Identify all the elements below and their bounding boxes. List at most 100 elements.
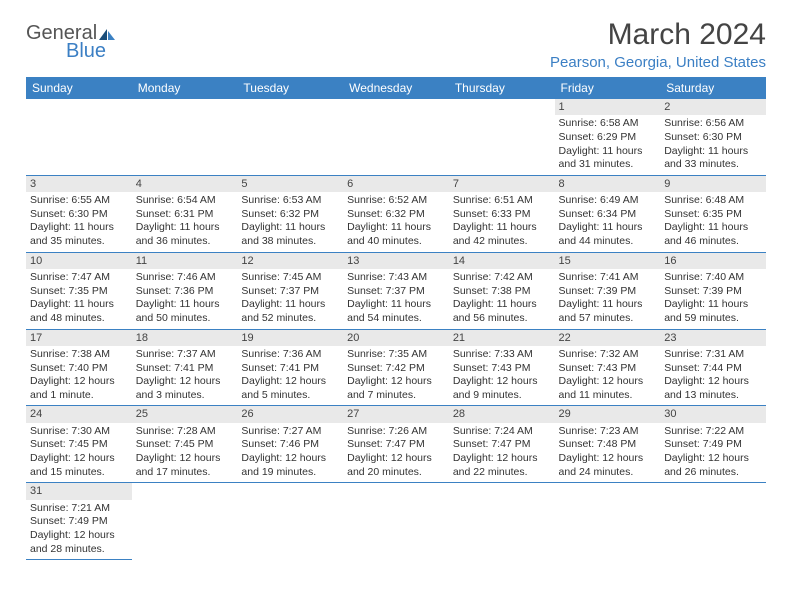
daylight-text: Daylight: 12 hours and 1 minute. <box>30 375 128 402</box>
daylight-text: Daylight: 12 hours and 22 minutes. <box>453 452 551 479</box>
weekday-header: Wednesday <box>343 77 449 99</box>
calendar-cell: 18Sunrise: 7:37 AMSunset: 7:41 PMDayligh… <box>132 329 238 406</box>
calendar-cell <box>237 483 343 560</box>
day-number: 24 <box>26 406 132 422</box>
calendar-cell <box>26 99 132 175</box>
day-number: 19 <box>237 330 343 346</box>
day-number: 14 <box>449 253 555 269</box>
day-body: Sunrise: 7:43 AMSunset: 7:37 PMDaylight:… <box>343 269 449 329</box>
calendar-cell <box>660 483 766 560</box>
sunset-text: Sunset: 7:47 PM <box>453 438 551 452</box>
calendar-cell: 6Sunrise: 6:52 AMSunset: 6:32 PMDaylight… <box>343 175 449 252</box>
calendar-cell: 24Sunrise: 7:30 AMSunset: 7:45 PMDayligh… <box>26 406 132 483</box>
day-body: Sunrise: 7:37 AMSunset: 7:41 PMDaylight:… <box>132 346 238 406</box>
daylight-text: Daylight: 11 hours and 33 minutes. <box>664 145 762 172</box>
day-number: 2 <box>660 99 766 115</box>
sunset-text: Sunset: 6:34 PM <box>559 208 657 222</box>
calendar-row: 3Sunrise: 6:55 AMSunset: 6:30 PMDaylight… <box>26 175 766 252</box>
day-body: Sunrise: 7:36 AMSunset: 7:41 PMDaylight:… <box>237 346 343 406</box>
calendar-row: 17Sunrise: 7:38 AMSunset: 7:40 PMDayligh… <box>26 329 766 406</box>
day-body: Sunrise: 7:28 AMSunset: 7:45 PMDaylight:… <box>132 423 238 483</box>
calendar-cell <box>449 99 555 175</box>
calendar-cell: 4Sunrise: 6:54 AMSunset: 6:31 PMDaylight… <box>132 175 238 252</box>
sunrise-text: Sunrise: 7:27 AM <box>241 425 339 439</box>
sunset-text: Sunset: 7:47 PM <box>347 438 445 452</box>
day-body: Sunrise: 7:38 AMSunset: 7:40 PMDaylight:… <box>26 346 132 406</box>
day-body: Sunrise: 7:42 AMSunset: 7:38 PMDaylight:… <box>449 269 555 329</box>
day-body: Sunrise: 6:52 AMSunset: 6:32 PMDaylight:… <box>343 192 449 252</box>
daylight-text: Daylight: 11 hours and 46 minutes. <box>664 221 762 248</box>
day-number: 20 <box>343 330 449 346</box>
sunrise-text: Sunrise: 7:26 AM <box>347 425 445 439</box>
sunrise-text: Sunrise: 7:22 AM <box>664 425 762 439</box>
daylight-text: Daylight: 12 hours and 15 minutes. <box>30 452 128 479</box>
day-body: Sunrise: 6:58 AMSunset: 6:29 PMDaylight:… <box>555 115 661 175</box>
daylight-text: Daylight: 12 hours and 13 minutes. <box>664 375 762 402</box>
calendar-cell: 25Sunrise: 7:28 AMSunset: 7:45 PMDayligh… <box>132 406 238 483</box>
day-body: Sunrise: 7:26 AMSunset: 7:47 PMDaylight:… <box>343 423 449 483</box>
sunrise-text: Sunrise: 7:36 AM <box>241 348 339 362</box>
weekday-header: Friday <box>555 77 661 99</box>
weekday-header: Sunday <box>26 77 132 99</box>
sunrise-text: Sunrise: 7:47 AM <box>30 271 128 285</box>
day-body: Sunrise: 7:22 AMSunset: 7:49 PMDaylight:… <box>660 423 766 483</box>
day-number: 23 <box>660 330 766 346</box>
sunset-text: Sunset: 6:35 PM <box>664 208 762 222</box>
day-number: 4 <box>132 176 238 192</box>
sunset-text: Sunset: 7:44 PM <box>664 362 762 376</box>
day-body: Sunrise: 7:41 AMSunset: 7:39 PMDaylight:… <box>555 269 661 329</box>
sunset-text: Sunset: 7:43 PM <box>453 362 551 376</box>
day-body: Sunrise: 6:53 AMSunset: 6:32 PMDaylight:… <box>237 192 343 252</box>
calendar-cell <box>237 99 343 175</box>
day-body: Sunrise: 7:27 AMSunset: 7:46 PMDaylight:… <box>237 423 343 483</box>
sunrise-text: Sunrise: 7:28 AM <box>136 425 234 439</box>
calendar-cell: 27Sunrise: 7:26 AMSunset: 7:47 PMDayligh… <box>343 406 449 483</box>
day-number: 29 <box>555 406 661 422</box>
sunset-text: Sunset: 7:38 PM <box>453 285 551 299</box>
daylight-text: Daylight: 11 hours and 52 minutes. <box>241 298 339 325</box>
calendar-cell: 14Sunrise: 7:42 AMSunset: 7:38 PMDayligh… <box>449 252 555 329</box>
sunrise-text: Sunrise: 7:32 AM <box>559 348 657 362</box>
calendar-cell: 16Sunrise: 7:40 AMSunset: 7:39 PMDayligh… <box>660 252 766 329</box>
daylight-text: Daylight: 12 hours and 24 minutes. <box>559 452 657 479</box>
calendar-cell <box>449 483 555 560</box>
daylight-text: Daylight: 11 hours and 44 minutes. <box>559 221 657 248</box>
calendar-cell <box>132 483 238 560</box>
sunrise-text: Sunrise: 7:42 AM <box>453 271 551 285</box>
calendar-body: 1Sunrise: 6:58 AMSunset: 6:29 PMDaylight… <box>26 99 766 560</box>
day-body: Sunrise: 6:55 AMSunset: 6:30 PMDaylight:… <box>26 192 132 252</box>
calendar-cell: 29Sunrise: 7:23 AMSunset: 7:48 PMDayligh… <box>555 406 661 483</box>
day-body: Sunrise: 7:45 AMSunset: 7:37 PMDaylight:… <box>237 269 343 329</box>
title-block: March 2024 Pearson, Georgia, United Stat… <box>550 18 766 71</box>
day-number: 18 <box>132 330 238 346</box>
day-body: Sunrise: 7:40 AMSunset: 7:39 PMDaylight:… <box>660 269 766 329</box>
day-number: 31 <box>26 483 132 499</box>
day-number: 21 <box>449 330 555 346</box>
day-number: 9 <box>660 176 766 192</box>
day-body: Sunrise: 6:54 AMSunset: 6:31 PMDaylight:… <box>132 192 238 252</box>
day-number: 25 <box>132 406 238 422</box>
day-body: Sunrise: 6:48 AMSunset: 6:35 PMDaylight:… <box>660 192 766 252</box>
daylight-text: Daylight: 11 hours and 42 minutes. <box>453 221 551 248</box>
sunrise-text: Sunrise: 7:45 AM <box>241 271 339 285</box>
sunset-text: Sunset: 6:33 PM <box>453 208 551 222</box>
daylight-text: Daylight: 12 hours and 3 minutes. <box>136 375 234 402</box>
month-title: March 2024 <box>550 18 766 52</box>
calendar-cell: 28Sunrise: 7:24 AMSunset: 7:47 PMDayligh… <box>449 406 555 483</box>
daylight-text: Daylight: 12 hours and 5 minutes. <box>241 375 339 402</box>
daylight-text: Daylight: 11 hours and 31 minutes. <box>559 145 657 172</box>
daylight-text: Daylight: 11 hours and 56 minutes. <box>453 298 551 325</box>
sunset-text: Sunset: 7:37 PM <box>347 285 445 299</box>
sunset-text: Sunset: 7:45 PM <box>136 438 234 452</box>
day-number: 6 <box>343 176 449 192</box>
sunrise-text: Sunrise: 7:31 AM <box>664 348 762 362</box>
sunset-text: Sunset: 7:40 PM <box>30 362 128 376</box>
sunrise-text: Sunrise: 6:53 AM <box>241 194 339 208</box>
sunrise-text: Sunrise: 7:43 AM <box>347 271 445 285</box>
sunrise-text: Sunrise: 6:48 AM <box>664 194 762 208</box>
day-number: 26 <box>237 406 343 422</box>
sunset-text: Sunset: 7:48 PM <box>559 438 657 452</box>
daylight-text: Daylight: 12 hours and 28 minutes. <box>30 529 128 556</box>
day-number: 1 <box>555 99 661 115</box>
daylight-text: Daylight: 12 hours and 7 minutes. <box>347 375 445 402</box>
